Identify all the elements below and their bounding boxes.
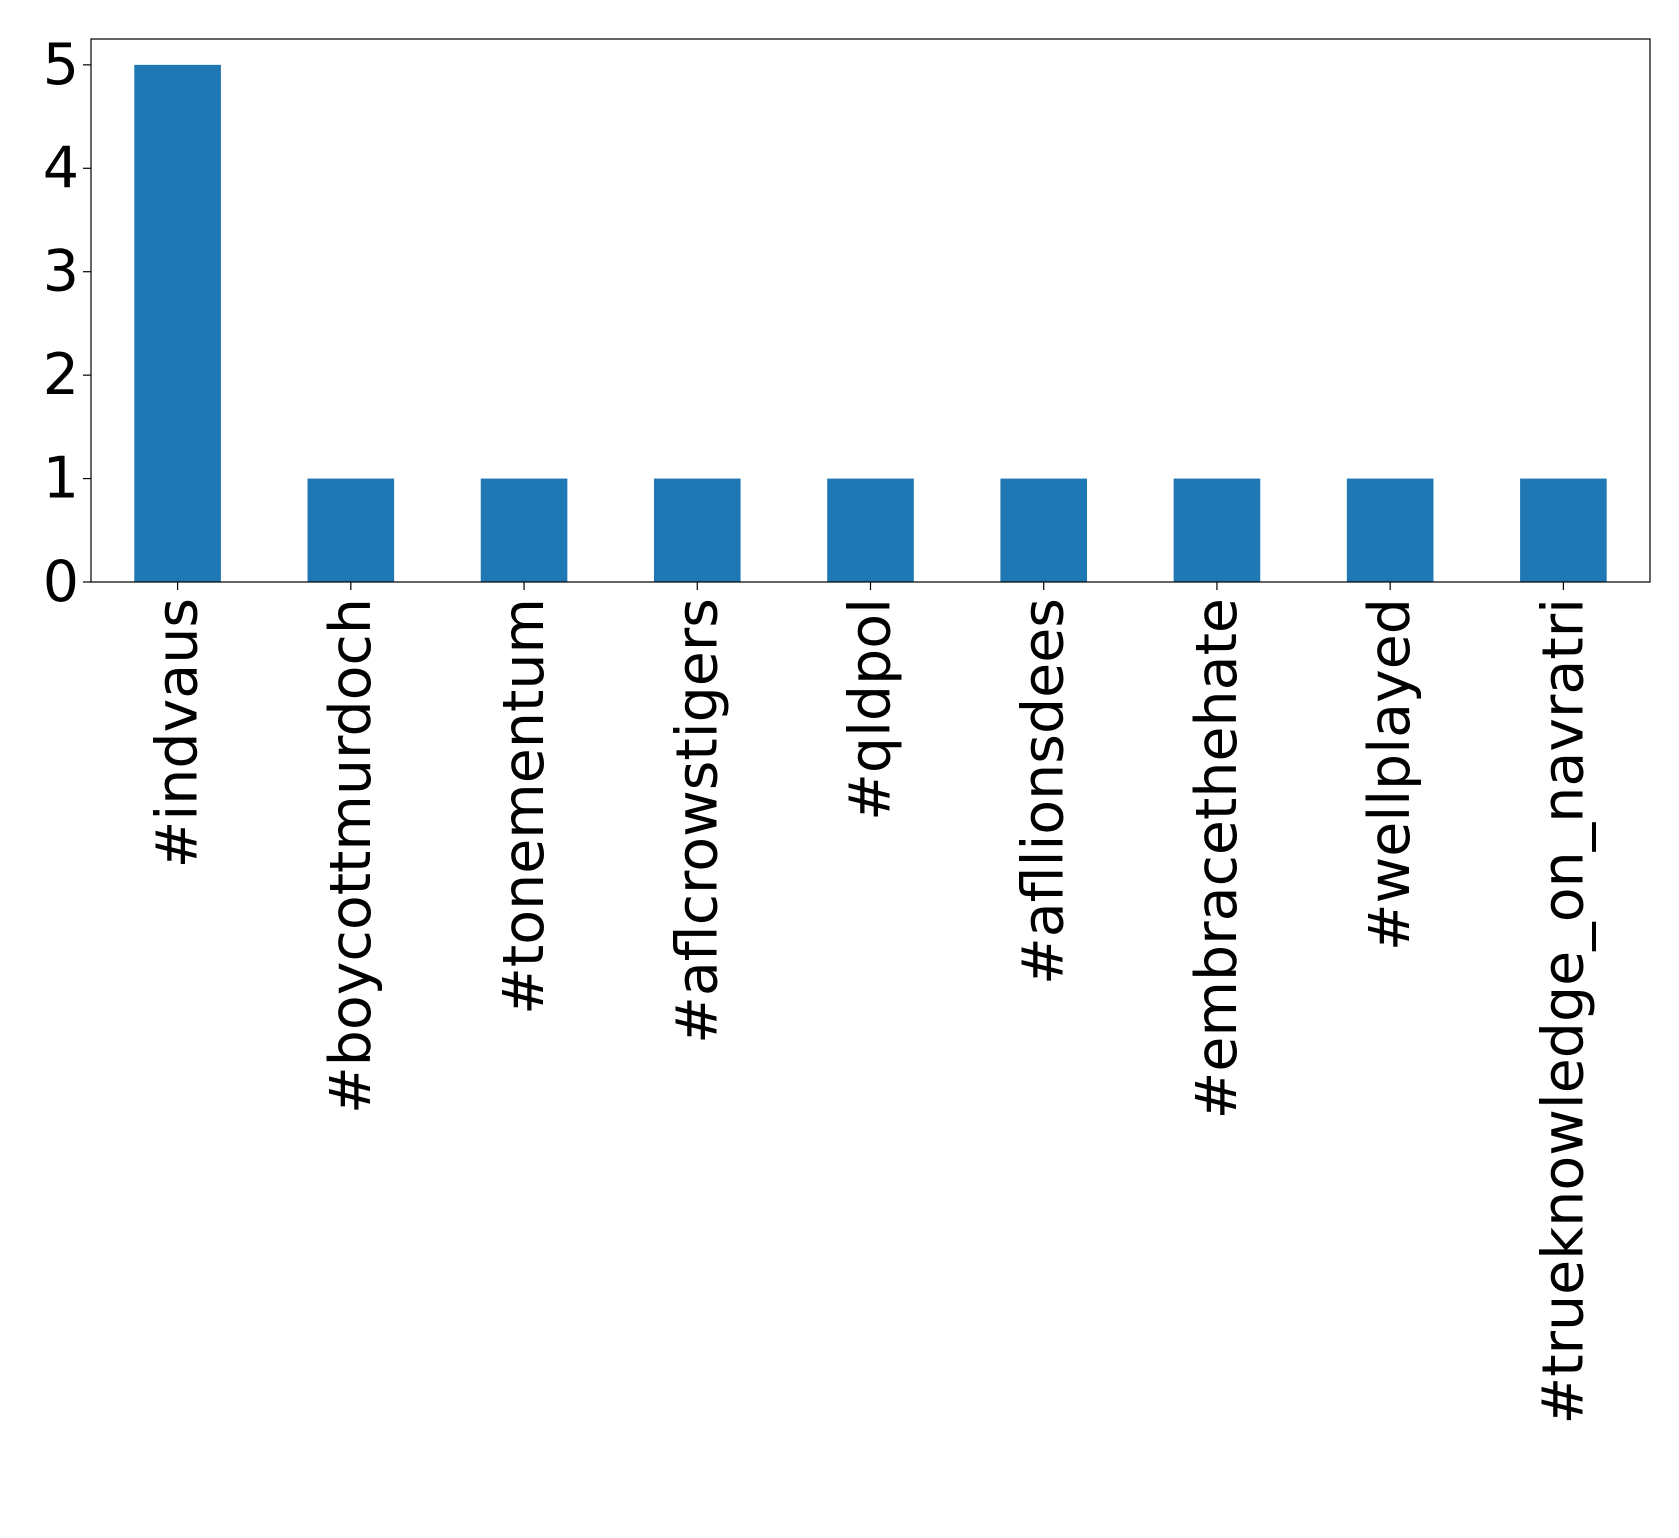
y-tick-label: 0 (43, 549, 79, 615)
plot-frame (90, 38, 1651, 583)
x-tick-label: #indvaus (145, 598, 211, 868)
bar-afllionsdees (1000, 478, 1088, 582)
y-axis: 0 1 2 3 4 5 (43, 32, 91, 615)
bar-trueknowledge_on_navratri (1520, 478, 1607, 582)
bars-group (134, 64, 1607, 583)
y-tick-label: 1 (43, 446, 79, 512)
x-tick-label: #boycottmurdoch (318, 598, 384, 1114)
bar-embracethehate (1173, 478, 1261, 582)
x-tick-label: #wellplayed (1357, 598, 1423, 951)
x-tick-label: #qldpol (838, 598, 904, 821)
y-tick-label: 2 (43, 342, 79, 408)
bar-aflcrowstigers (653, 478, 741, 582)
x-tick-label: #tonementum (491, 598, 557, 1015)
x-tick-label: #trueknowledge_on_navratri (1530, 598, 1596, 1424)
x-tick-label: #embracethehate (1184, 598, 1250, 1119)
bar-tonementum (480, 478, 568, 582)
bar-wellplayed (1346, 478, 1434, 582)
y-tick-label: 5 (43, 32, 79, 98)
bar-boycottmurdoch (307, 478, 395, 582)
x-tick-label: #afllionsdees (1011, 598, 1077, 985)
x-axis: #indvaus #boycottmurdoch #tonementum #aflcr… (145, 582, 1596, 1424)
y-tick-label: 4 (43, 135, 79, 201)
x-tick-label: #aflcrowstigers (664, 598, 730, 1044)
bar-indvaus (134, 64, 221, 583)
y-tick-label: 3 (43, 239, 79, 305)
bar-qldpol (827, 478, 914, 582)
